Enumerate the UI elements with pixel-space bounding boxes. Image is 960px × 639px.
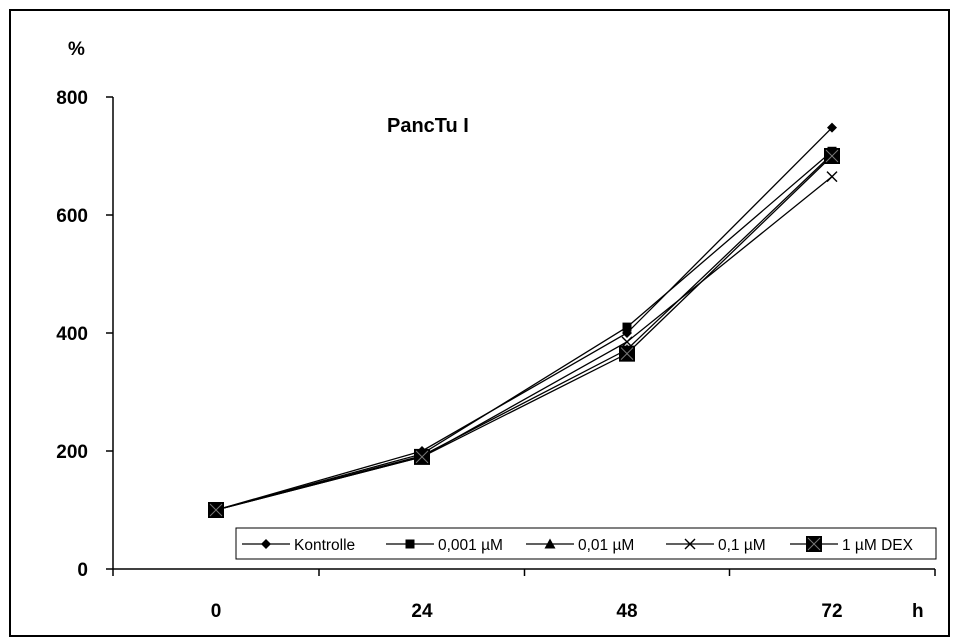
legend-marker-4 [806,536,822,552]
series-line-4 [215,155,833,511]
data-point-s4-3 [824,148,840,164]
legend-label-2: 0,01 µM [578,537,634,554]
x-tick-label: 0 [211,601,222,622]
y-tick-label: 400 [56,324,88,345]
legend-marker-3 [684,538,696,550]
series-line-3 [215,176,833,511]
y-tick-label: 200 [56,442,88,463]
series-line-2 [215,153,833,511]
data-point-s3-2 [621,336,633,348]
legend-label-4: 1 µM DEX [842,537,914,554]
legend-marker-2 [544,538,556,549]
data-point-s4-0 [208,502,224,518]
series-line-0 [215,127,833,511]
data-point-s0-3 [827,122,837,133]
y-tick-label: 0 [77,560,88,581]
data-point-s3-3 [826,171,838,183]
axes: 0 200 400 600 800 0 24 48 72 [56,88,936,622]
y-tick-label: 600 [56,206,88,227]
data-point-s1-2 [622,322,632,332]
y-axis-unit: % [68,39,85,60]
x-tick-label: 72 [821,601,842,622]
legend: Kontrolle 0,001 µM 0,01 µM 0,1 µM 1 µM DEX [235,527,937,560]
legend-marker-0 [261,539,271,549]
legend-label-0: Kontrolle [294,537,355,554]
series-line-1 [215,150,833,511]
y-tick-label: 800 [56,88,88,109]
x-tick-label: 24 [411,601,433,622]
legend-label-1: 0,001 µM [438,537,503,554]
series-lines [215,127,833,511]
legend-marker-1 [405,539,415,549]
data-point-s4-2 [619,345,635,362]
chart-title: PancTu I [387,115,469,137]
x-axis-unit: h [912,601,924,622]
legend-label-3: 0,1 µM [718,537,766,554]
data-markers [208,122,840,518]
x-tick-label: 48 [616,601,637,622]
data-point-s4-1 [414,448,430,465]
